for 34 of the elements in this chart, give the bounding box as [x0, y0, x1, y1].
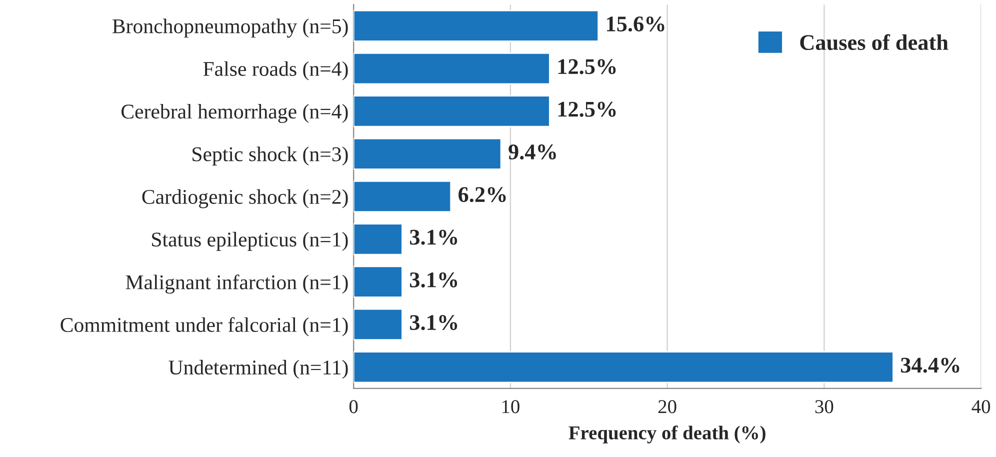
bar: [354, 266, 403, 298]
x-tick-label: 0: [349, 400, 358, 414]
bar: [354, 52, 550, 85]
y-tick-label: Septic shock (n=3): [192, 146, 348, 166]
y-tick-label: Bronchopneumopathy (n=5): [112, 18, 348, 38]
bar: [354, 351, 894, 384]
y-tick-label: Cardiogenic shock (n=2): [142, 189, 348, 208]
y-tick-label: Status epilepticus (n=1): [152, 232, 348, 251]
y-tick-label: Undetermined (n=11): [168, 360, 348, 379]
bar: [354, 138, 502, 170]
x-tick-label: 10: [502, 400, 520, 414]
x-tick-label: 20: [658, 400, 676, 414]
y-tick-label: False roads (n=4): [203, 61, 348, 80]
data-label: 9.4%: [508, 144, 556, 160]
x-tick-label: 40: [972, 400, 990, 414]
data-label: 3.1%: [410, 230, 458, 245]
data-label: 3.1%: [410, 315, 458, 330]
data-label: 34.4%: [900, 358, 960, 373]
bar: [354, 95, 550, 128]
data-label: 6.2%: [458, 187, 506, 202]
data-label: 12.5%: [558, 59, 616, 74]
y-tick-label: Malignant infarction (n=1): [126, 274, 348, 294]
x-tick-label: 30: [815, 400, 834, 414]
data-label: 12.5%: [558, 102, 616, 117]
y-tick-label: Commitment under falcorial (n=1): [60, 317, 348, 336]
x-axis-title: Frequency of death (%): [568, 426, 766, 444]
data-label: 3.1%: [410, 272, 458, 288]
bar: [354, 223, 403, 256]
bar: [354, 308, 403, 341]
legend-label: Causes of death: [800, 34, 948, 50]
bar: [354, 180, 452, 213]
y-tick-label: Cerebral hemorrhage (n=4): [121, 104, 348, 123]
data-label: 15.6%: [607, 16, 664, 32]
bar: [354, 10, 599, 42]
